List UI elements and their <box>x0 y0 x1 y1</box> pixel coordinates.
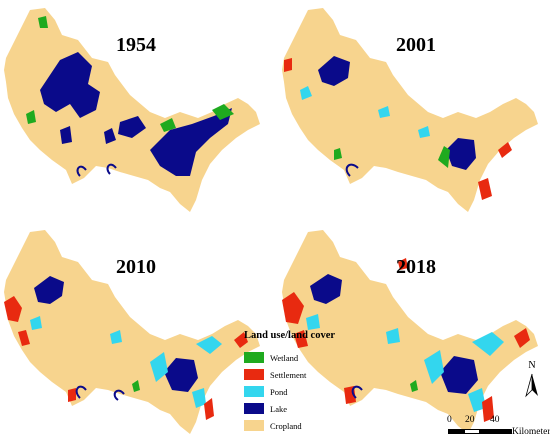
legend-swatch <box>244 352 264 363</box>
scale-tick-40: 40 <box>490 415 500 425</box>
legend-item: Lake <box>244 400 364 417</box>
scale-segment-3 <box>480 429 512 434</box>
year-label-2010: 2010 <box>116 256 156 278</box>
year-label-2018: 2018 <box>396 256 436 278</box>
scale-segment-1 <box>448 429 464 434</box>
legend-label: Lake <box>270 403 287 414</box>
map-panel-2018: 2018 <box>278 222 548 442</box>
map-panel-2010: 2010 <box>0 222 270 442</box>
year-label-1954: 1954 <box>116 34 156 56</box>
legend-item: Pond <box>244 383 364 400</box>
scale-tick-20: 20 <box>465 415 475 425</box>
map-2018 <box>282 230 538 434</box>
map-panel-1954: 1954 <box>0 0 270 220</box>
scale-segment-2 <box>464 429 480 434</box>
legend-label: Cropland <box>270 420 302 431</box>
map-1954 <box>4 8 260 212</box>
legend-swatch <box>244 420 264 431</box>
legend-title: Land use/land cover <box>244 330 336 341</box>
legend-swatch <box>244 369 264 380</box>
year-label-2001: 2001 <box>396 34 436 56</box>
scale-unit: Kilometers <box>512 427 550 437</box>
north-arrow-label: N <box>528 360 536 371</box>
legend: Land use/land cover Wetland Settlement Pon… <box>244 330 364 434</box>
legend-label: Wetland <box>270 352 299 363</box>
legend-label: Settlement <box>270 369 307 380</box>
legend-swatch <box>244 386 264 397</box>
legend-item: Wetland <box>244 349 364 366</box>
scale-tick-0: 0 <box>447 415 452 425</box>
legend-swatch <box>244 403 264 414</box>
legend-label: Pond <box>270 386 288 397</box>
north-arrow: N <box>520 360 544 400</box>
map-2001 <box>282 8 538 212</box>
legend-item: Cropland <box>244 417 364 434</box>
scale-bar: 0 20 40 Kilometers <box>440 415 550 445</box>
north-arrow-icon <box>525 373 538 398</box>
map-2010 <box>4 230 260 434</box>
legend-item: Settlement <box>244 366 364 383</box>
map-panel-2001: 2001 <box>278 0 548 220</box>
